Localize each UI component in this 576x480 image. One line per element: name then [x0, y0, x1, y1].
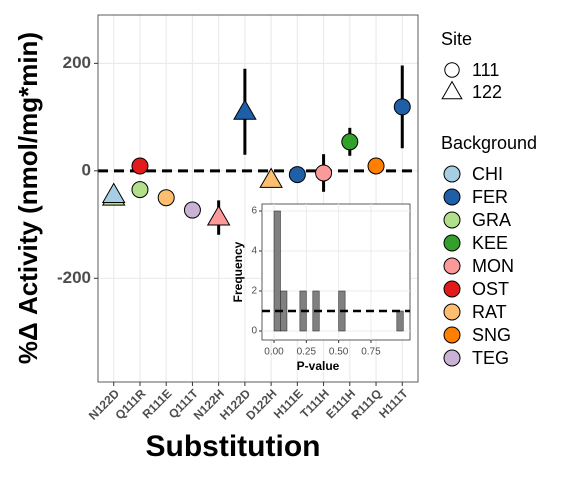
x-tick-label: 0.25	[297, 347, 317, 358]
point	[183, 201, 201, 219]
legend-symbol	[443, 234, 461, 252]
legend-label: 111	[472, 60, 499, 80]
main-border	[97, 14, 419, 383]
point	[131, 181, 149, 199]
y-axis-title: %Δ Activity (nmol/mg*min)	[13, 32, 43, 364]
y-tick-label: 6	[251, 206, 257, 217]
x-tick-label: 0.75	[361, 347, 381, 358]
legend-label: GRA	[472, 210, 511, 230]
x-axis-title: Substitution	[146, 430, 321, 463]
x-tick-label: Q111R	[112, 386, 148, 422]
inset-y-title: Frequency	[231, 241, 245, 302]
point	[288, 166, 306, 184]
point	[206, 205, 231, 226]
legend-symbol	[443, 280, 461, 298]
y-tick-label: 0	[251, 326, 257, 337]
x-tick-label: R111Q	[349, 386, 385, 422]
legend-label: SNG	[472, 325, 511, 345]
legend-symbol	[443, 303, 461, 321]
y-tick-label: 4	[251, 246, 257, 257]
point	[393, 98, 411, 116]
legend-symbol	[443, 165, 461, 183]
x-tick-label: H111T	[376, 386, 411, 421]
legend-title: Background	[441, 133, 537, 153]
legend-symbol	[443, 257, 461, 275]
legend-label: CHI	[472, 164, 503, 184]
point	[101, 182, 126, 203]
legend-label: MON	[472, 256, 514, 276]
bar	[396, 310, 404, 332]
x-tick-label: 0.00	[264, 347, 284, 358]
legend-symbol	[443, 349, 461, 367]
x-tick-label: H111E	[271, 386, 306, 421]
point	[233, 99, 257, 120]
inset-x-title: P-value	[297, 359, 340, 373]
legend-label: RAT	[472, 302, 507, 322]
inset-plot: 0 2 4 6 0.00 0.25 0.50 0.75	[251, 204, 410, 358]
legend-label: FER	[472, 187, 508, 207]
y-tick-label: 2	[251, 286, 257, 297]
legend-label: KEE	[472, 233, 508, 253]
y-tick-label: 200	[63, 53, 91, 72]
legend-label: 122	[472, 82, 502, 102]
legend-title: Site	[441, 29, 472, 49]
legend-symbol	[443, 211, 461, 229]
legend-symbol	[443, 188, 461, 206]
point	[259, 167, 283, 188]
legend-symbol	[441, 80, 463, 100]
x-tick-label: 0.50	[329, 347, 349, 358]
legend-symbol	[444, 62, 460, 78]
point	[367, 157, 385, 175]
y-tick-label: 0	[82, 160, 91, 179]
bar	[273, 210, 281, 332]
legend-symbol	[443, 326, 461, 344]
point	[341, 133, 359, 151]
point	[315, 164, 333, 182]
point	[131, 157, 149, 175]
point	[157, 189, 175, 207]
y-tick-label: -200	[57, 268, 91, 287]
legend-label: OST	[472, 279, 509, 299]
legend-label: TEG	[472, 348, 509, 368]
